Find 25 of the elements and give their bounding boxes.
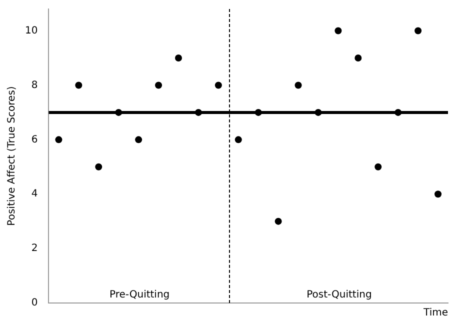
point bbox=[374, 163, 382, 170]
y-tick-label: 2 bbox=[31, 243, 38, 254]
annotation: Post-Quitting bbox=[306, 290, 372, 301]
point bbox=[294, 82, 302, 89]
point bbox=[174, 54, 182, 62]
point bbox=[95, 163, 102, 170]
y-axis-title: Positive Affect (True Scores) bbox=[6, 86, 18, 226]
point bbox=[135, 136, 142, 144]
point bbox=[274, 218, 282, 225]
point bbox=[55, 136, 62, 144]
point bbox=[234, 136, 242, 144]
point bbox=[414, 27, 422, 34]
y-tick-label: 8 bbox=[31, 80, 38, 91]
y-tick-label: 0 bbox=[31, 298, 38, 309]
y-tick-label: 4 bbox=[31, 188, 38, 200]
point bbox=[354, 54, 362, 62]
point bbox=[214, 82, 222, 89]
y-tick-label: 10 bbox=[24, 25, 38, 36]
x-axis-title: Time bbox=[422, 308, 448, 319]
point bbox=[75, 82, 82, 89]
point bbox=[334, 27, 342, 34]
annotation: Pre-Quitting bbox=[109, 290, 170, 301]
y-tick-label: 6 bbox=[31, 134, 38, 146]
point bbox=[155, 82, 162, 89]
point bbox=[434, 190, 442, 198]
